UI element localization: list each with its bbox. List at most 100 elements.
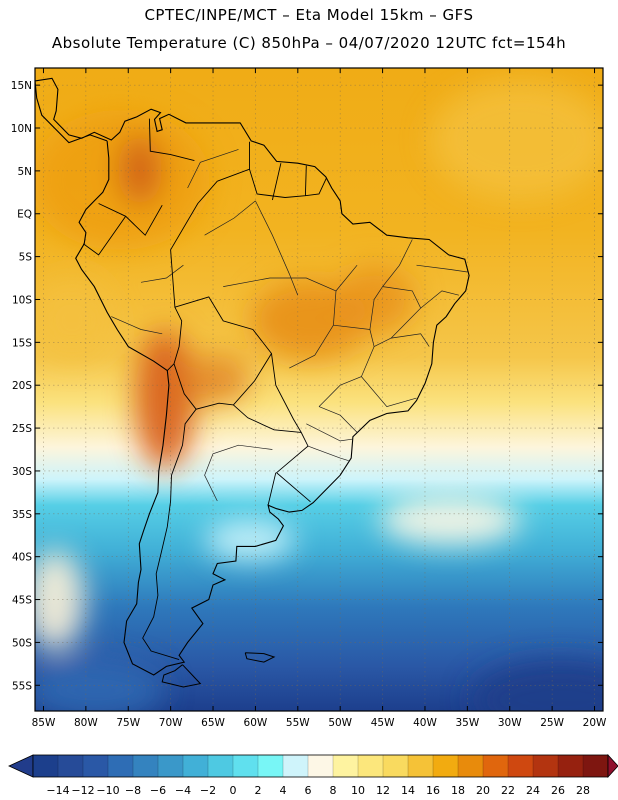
colorbar-swatch: [483, 755, 509, 777]
colorbar-label: 4: [280, 784, 287, 797]
lat-label: 20S: [12, 380, 32, 392]
state-border: [140, 264, 184, 283]
state-border: [307, 445, 349, 462]
longitude-labels: 85W 80W 75W 70W 65W 60W 55W 50W 45W 40W 35W 30W 25W 2…: [32, 717, 607, 729]
colorbar-label: 20: [476, 784, 490, 797]
colorbar-swatch: [158, 755, 184, 777]
colorbar-swatch: [558, 755, 584, 777]
axis-ticks: [35, 68, 603, 711]
lon-label: 40W: [413, 717, 437, 729]
colorbar-swatch: [333, 755, 359, 777]
colorbar-label: −14: [46, 784, 69, 797]
state-border: [373, 333, 430, 347]
colorbar-swatch: [258, 755, 284, 777]
lon-label: 30W: [498, 717, 522, 729]
state-border: [204, 444, 273, 502]
lon-label: 80W: [74, 717, 98, 729]
lon-label: 55W: [286, 717, 310, 729]
state-border: [333, 239, 413, 330]
colorbar-swatch: [58, 755, 84, 777]
south-america-coastline: [35, 77, 470, 676]
temperature-anomaly-patches: [35, 80, 603, 711]
colorbar-label: −2: [200, 784, 216, 797]
map-title: CPTEC/INPE/MCT – Eta Model 15km – GFS: [144, 6, 474, 24]
country-border: [267, 472, 277, 506]
lat-label: 5S: [19, 252, 33, 264]
colorbar-label: 28: [576, 784, 590, 797]
colorbar-swatch: [233, 755, 259, 777]
lon-label: 20W: [583, 717, 607, 729]
lon-label: 50W: [328, 717, 352, 729]
colorbar-label: 18: [451, 784, 465, 797]
country-border: [142, 408, 197, 661]
lat-label: 15S: [12, 337, 32, 349]
lon-label: 85W: [32, 717, 56, 729]
lat-label: 35S: [12, 509, 32, 521]
colorbar-swatch: [183, 755, 209, 777]
colorbar-label: 26: [551, 784, 565, 797]
colorbar-labels: −14 −12 −10 −8 −6 −4 −2 0 2 4 6 8 10 12 14 16 18 20 22 24 26…: [46, 784, 590, 797]
state-border: [187, 149, 239, 189]
colorbar-swatch: [508, 755, 534, 777]
state-border: [204, 200, 256, 236]
lat-label: 45S: [12, 595, 32, 607]
state-borders: [111, 149, 468, 502]
colorbar-label: −4: [175, 784, 191, 797]
temperature-colorbar: [8, 753, 618, 779]
lon-label: 65W: [201, 717, 225, 729]
lon-label: 25W: [540, 717, 564, 729]
country-borders: [83, 118, 328, 661]
state-border: [255, 200, 299, 296]
country-border: [233, 404, 302, 433]
colorbar-label: 16: [426, 784, 440, 797]
state-border: [289, 290, 337, 369]
lat-label: 50S: [12, 637, 32, 649]
colorbar-over-arrow: [607, 753, 618, 779]
state-border: [306, 423, 353, 442]
country-border: [170, 180, 311, 503]
lat-label: 30S: [12, 466, 32, 478]
country-border: [271, 163, 282, 201]
lat-label: 40S: [12, 552, 32, 564]
country-border: [83, 216, 127, 256]
colorbar-label: 0: [230, 784, 237, 797]
lat-label: 5N: [17, 166, 32, 178]
colorbar-swatch: [308, 755, 334, 777]
colorbar-label: 12: [376, 784, 390, 797]
lon-label: 45W: [371, 717, 395, 729]
lon-label: 35W: [455, 717, 479, 729]
colorbar-swatch: [33, 755, 59, 777]
colorbar-label: −12: [71, 784, 94, 797]
lat-label: 55S: [12, 680, 32, 692]
colorbar-swatch: [383, 755, 409, 777]
state-border: [382, 286, 422, 339]
colorbar-label: 10: [351, 784, 365, 797]
map-subtitle: Absolute Temperature (C) 850hPa – 04/07/…: [51, 34, 567, 52]
country-border: [98, 203, 163, 236]
lon-label: 75W: [116, 717, 140, 729]
lat-label: EQ: [17, 209, 32, 221]
country-border: [304, 165, 307, 196]
colorbar-label: 2: [255, 784, 262, 797]
lat-label: 15N: [11, 80, 32, 92]
country-border: [166, 306, 183, 371]
country-border: [217, 141, 250, 182]
country-border: [148, 118, 195, 162]
colorbar-swatch: [358, 755, 384, 777]
state-border: [318, 406, 358, 433]
colorbar-swatch: [283, 755, 309, 777]
tierra-del-fuego-coastline: [161, 664, 202, 688]
country-border: [249, 169, 328, 198]
colorbar-swatch: [108, 755, 134, 777]
colorbar-label: 8: [330, 784, 337, 797]
colorbar-swatch: [133, 755, 159, 777]
latitude-labels: 15N 10N 5N EQ 5S 10S 15S 20S 25S 30S 35S 40S 45S 50S 5…: [11, 80, 33, 692]
colorbar-label: −10: [96, 784, 119, 797]
colorbar-swatch: [433, 755, 459, 777]
lon-label: 70W: [159, 717, 183, 729]
lat-label: 25S: [12, 423, 32, 435]
colorbar-swatch: [408, 755, 434, 777]
colorbar-label: 24: [526, 784, 540, 797]
map-frame: [34, 67, 604, 712]
